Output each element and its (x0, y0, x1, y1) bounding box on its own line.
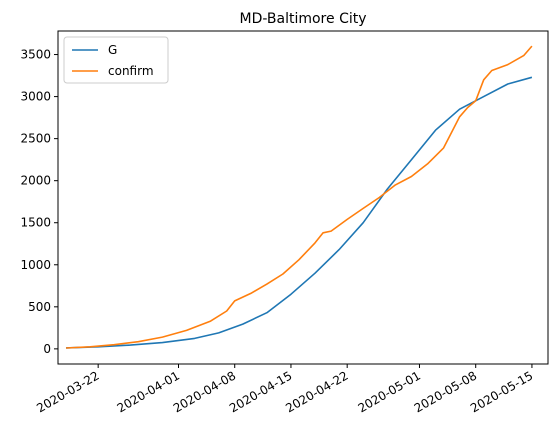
y-tick-label: 2000 (20, 174, 51, 188)
y-tick-label: 3500 (20, 48, 51, 62)
y-tick-label: 0 (43, 342, 51, 356)
x-tick-label: 2020-03-22 (34, 368, 101, 415)
y-tick-label: 3000 (20, 90, 51, 104)
x-tick-label: 2020-05-01 (356, 368, 423, 415)
x-tick-label: 2020-05-08 (412, 368, 479, 415)
y-tick-label: 2500 (20, 132, 51, 146)
x-tick-label: 2020-04-15 (227, 368, 294, 415)
y-axis: 0 500 1000 1500 2000 2500 3000 3500 (20, 48, 58, 356)
series-line-G (65, 76, 533, 349)
x-tick-label: 2020-04-22 (283, 368, 350, 415)
x-tick-label: 2020-04-01 (115, 368, 182, 415)
legend-label-confirm: confirm (108, 64, 154, 78)
plot-lines (65, 45, 533, 349)
y-tick-label: 1500 (20, 216, 51, 230)
plot-frame (57, 30, 549, 365)
x-tick-label: 2020-05-15 (468, 368, 535, 415)
y-tick-label: 1000 (20, 258, 51, 272)
x-tick-label: 2020-04-08 (171, 368, 238, 415)
y-tick-label: 500 (28, 300, 51, 314)
x-axis: 2020-03-22 2020-04-012020-04-082020-04-15… (34, 364, 535, 415)
series-line-confirm (65, 45, 533, 349)
chart-title: MD-Baltimore City (239, 11, 366, 27)
legend-label-G: G (108, 43, 117, 57)
